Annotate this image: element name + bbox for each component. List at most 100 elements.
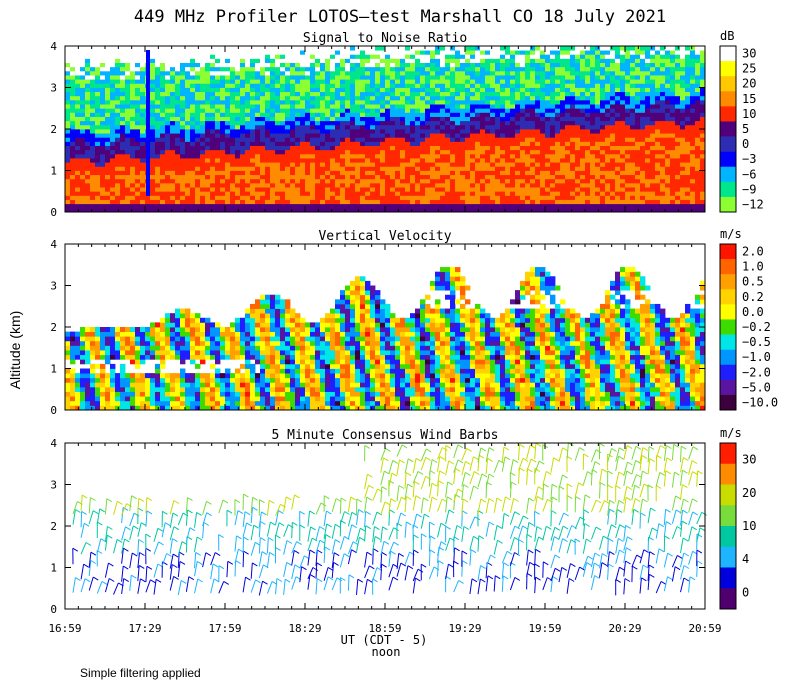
snr-cell [85,75,91,80]
snr-cell [265,46,271,51]
snr-cell [270,116,276,122]
snr-cell [195,62,201,68]
snr-cell [605,195,611,200]
snr-cell [310,108,316,113]
snr-cell [420,162,426,167]
snr-cell [410,46,416,51]
snr-cell [670,182,676,188]
snr-cell [550,141,556,146]
snr-cell [305,149,311,155]
snr-cell [615,170,621,176]
snr-cell [75,158,81,163]
snr-cell [430,66,436,72]
snr-cell [570,129,576,134]
snr-cell [385,145,391,151]
snr-cell [280,178,286,184]
snr-cell [490,62,496,68]
snr-cell [660,87,666,93]
snr-cell [75,178,81,184]
snr-cell [625,174,631,180]
snr-cell [405,66,411,72]
snr-cell [605,83,611,88]
snr-cell [205,83,211,88]
snr-cell [550,83,556,88]
snr-cell [455,203,461,209]
snr-cell [460,54,466,59]
snr-cell [475,145,481,151]
snr-cell [300,66,306,72]
snr-cell [455,149,461,155]
snr-cell [255,199,261,205]
snr-cell [530,174,536,180]
snr-cell [415,182,421,188]
snr-cell [155,99,161,105]
snr-cell [595,70,601,76]
snr-cell [160,153,166,159]
snr-cell [240,137,246,142]
snr-cell [280,124,286,130]
snr-cell [365,112,371,117]
snr-cell [470,66,476,72]
snr-cell [630,187,636,192]
snr-cell [500,182,506,188]
snr-cell [650,145,656,151]
snr-cell [130,153,136,159]
snr-cell [510,46,516,51]
snr-cell [115,153,121,159]
snr-cell [265,170,271,176]
snr-cell [545,87,551,93]
snr-cell [465,104,471,109]
snr-cell [175,95,181,101]
snr-cell [635,46,641,51]
snr-cell [305,207,311,213]
snr-cell [365,54,371,59]
snr-cell [130,75,136,80]
snr-cell [615,99,621,105]
snr-cell [460,166,466,171]
snr-cell [340,145,346,151]
snr-cell [535,203,541,209]
snr-cell [670,124,676,130]
snr-cell [550,191,556,196]
snr-cell [350,124,356,130]
snr-cell [155,116,161,122]
snr-cell [580,158,586,163]
snr-cell [475,166,481,171]
snr-cell [650,99,656,105]
snr-cell [205,79,211,84]
snr-cell [230,178,236,184]
snr-cell [65,50,71,55]
snr-cell [85,203,91,209]
snr-cell [85,145,91,151]
snr-cell [540,99,546,105]
snr-cell [570,207,576,213]
snr-cell [485,145,491,151]
snr-cell [550,149,556,155]
snr-cell [645,116,651,122]
snr-cell [225,199,231,205]
snr-cell [635,95,641,101]
snr-cell [475,207,481,213]
snr-cell [360,191,366,196]
snr-cell [535,166,541,171]
snr-cell [520,145,526,151]
snr-cell [640,79,646,84]
snr-cell [405,116,411,122]
snr-cell [335,95,341,101]
snr-cell [215,174,221,180]
snr-cell [230,187,236,192]
snr-cell [190,91,196,97]
snr-cell [75,54,81,59]
snr-cell [490,195,496,200]
snr-cell [85,191,91,196]
snr-cell [210,195,216,200]
snr-cell [315,141,321,146]
snr-cell [455,112,461,117]
snr-cell [295,99,301,105]
snr-cell [115,141,121,146]
snr-cell [255,75,261,80]
snr-cell [555,145,561,151]
snr-cell [305,66,311,72]
snr-cell [440,91,446,97]
snr-cell [180,162,186,167]
